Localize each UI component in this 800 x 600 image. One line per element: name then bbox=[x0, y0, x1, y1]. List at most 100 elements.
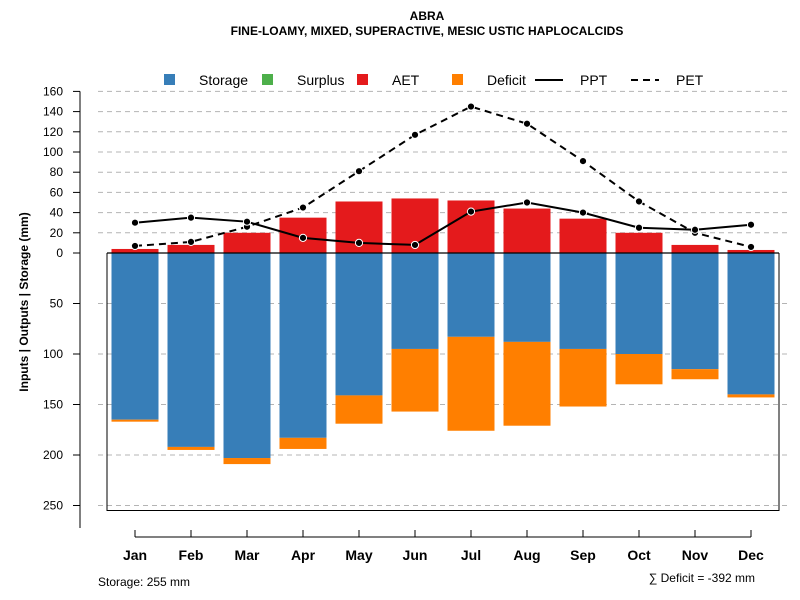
bar-deficit-nov bbox=[671, 369, 719, 380]
point-pet-jul bbox=[466, 102, 476, 111]
y-tick-label: 60 bbox=[50, 185, 64, 199]
y-tick-label: 40 bbox=[50, 206, 64, 220]
legend-label-surplus: Surplus bbox=[297, 72, 344, 88]
legend-item-storage: Storage bbox=[164, 72, 248, 88]
point-ppt-nov bbox=[690, 225, 700, 234]
y-tick-label: 80 bbox=[50, 165, 64, 179]
bar-storage-jul bbox=[447, 253, 495, 337]
legend-swatch-surplus bbox=[262, 74, 273, 85]
axes: 0 20 40 60 80 100 120 140 160 50 100 150 200 250 Jan Fe… bbox=[43, 84, 764, 563]
point-pet-jan bbox=[130, 241, 140, 251]
y-tick-label: 140 bbox=[43, 105, 63, 119]
legend-item-pet: PET bbox=[631, 72, 704, 88]
x-tick-label-jul: Jul bbox=[461, 547, 481, 563]
bar-aet-jan bbox=[111, 248, 159, 253]
point-pet-dec bbox=[746, 242, 756, 252]
bar-storage-mar bbox=[223, 253, 271, 459]
y-tick-label: 100 bbox=[43, 145, 63, 159]
legend-label-ppt: PPT bbox=[580, 72, 608, 88]
legend-label-deficit: Deficit bbox=[487, 72, 526, 88]
bar-deficit-sep bbox=[559, 348, 607, 407]
x-tick-label-apr: Apr bbox=[291, 547, 316, 563]
storage-capacity-outline bbox=[106, 253, 780, 512]
bar-storage-may bbox=[335, 253, 383, 396]
line-pet bbox=[134, 105, 752, 248]
y-tick-label: 20 bbox=[50, 226, 64, 240]
y-tick-label: 150 bbox=[43, 398, 63, 412]
bar-deficit-apr bbox=[279, 437, 327, 449]
bar-aet-feb bbox=[167, 244, 215, 253]
y-tick-label: 100 bbox=[43, 347, 63, 361]
line-ppt bbox=[134, 201, 752, 246]
legend-swatch-deficit bbox=[452, 74, 463, 85]
point-ppt-jul bbox=[466, 207, 476, 216]
storage-capacity-box bbox=[106, 253, 780, 512]
x-tick-label-aug: Aug bbox=[513, 547, 540, 563]
bar-storage-apr bbox=[279, 253, 327, 438]
bar-storage-oct bbox=[615, 253, 663, 354]
x-tick-label-oct: Oct bbox=[627, 547, 651, 563]
y-tick-label: 160 bbox=[43, 84, 63, 98]
point-pet-aug bbox=[522, 119, 532, 128]
point-ppt-sep bbox=[578, 208, 588, 217]
x-tick-label-feb: Feb bbox=[179, 547, 204, 563]
y-axis-title: Inputs | Outputs | Storage (mm) bbox=[17, 212, 31, 391]
total-deficit-label: ∑ Deficit = -392 mm bbox=[649, 571, 755, 585]
y-tick-label: 50 bbox=[50, 297, 64, 311]
point-ppt-apr bbox=[298, 233, 308, 242]
legend-item-aet: AET bbox=[357, 72, 420, 88]
x-tick-label-dec: Dec bbox=[738, 547, 764, 563]
bar-storage-dec bbox=[727, 253, 775, 395]
x-tick-label-jan: Jan bbox=[123, 547, 147, 563]
bar-deficit-mar bbox=[223, 458, 271, 465]
bar-storage-jun bbox=[391, 253, 439, 349]
x-tick-label-sep: Sep bbox=[570, 547, 596, 563]
bar-aet-mar bbox=[223, 232, 271, 253]
legend-label-aet: AET bbox=[392, 72, 420, 88]
point-pet-feb bbox=[186, 237, 196, 246]
legend-item-ppt: PPT bbox=[535, 72, 608, 88]
point-pet-jun bbox=[410, 130, 420, 139]
series-lines bbox=[130, 102, 756, 252]
x-tick-label-nov: Nov bbox=[682, 547, 709, 563]
point-ppt-mar bbox=[242, 217, 252, 226]
bar-deficit-jan bbox=[111, 419, 159, 422]
x-tick-label-mar: Mar bbox=[235, 547, 260, 563]
chart-subtitle: FINE-LOAMY, MIXED, SUPERACTIVE, MESIC US… bbox=[231, 24, 624, 38]
legend-label-pet: PET bbox=[676, 72, 704, 88]
point-pet-apr bbox=[298, 203, 308, 212]
legend: Storage Surplus AET Deficit PPT PET bbox=[164, 72, 704, 88]
point-pet-sep bbox=[578, 156, 588, 166]
point-ppt-aug bbox=[522, 198, 532, 207]
legend-swatch-aet bbox=[357, 74, 368, 85]
point-ppt-jan bbox=[130, 218, 140, 227]
bar-deficit-dec bbox=[727, 394, 775, 398]
y-tick-label: 200 bbox=[43, 448, 63, 462]
bar-storage-sep bbox=[559, 253, 607, 349]
bar-storage-feb bbox=[167, 253, 215, 447]
point-pet-may bbox=[354, 167, 364, 176]
point-pet-oct bbox=[634, 197, 644, 206]
bar-storage-aug bbox=[503, 253, 551, 342]
y-tick-label: 0 bbox=[56, 246, 63, 260]
y-tick-label: 120 bbox=[43, 125, 63, 139]
legend-item-deficit: Deficit bbox=[452, 72, 526, 88]
bars bbox=[111, 198, 775, 465]
bar-aet-aug bbox=[503, 208, 551, 253]
bar-aet-nov bbox=[671, 244, 719, 253]
point-ppt-jun bbox=[410, 240, 420, 250]
bar-deficit-oct bbox=[615, 354, 663, 385]
y-tick-label: 250 bbox=[43, 499, 63, 513]
point-ppt-dec bbox=[746, 220, 756, 229]
bar-aet-sep bbox=[559, 218, 607, 253]
bar-storage-nov bbox=[671, 253, 719, 370]
point-ppt-feb bbox=[186, 213, 196, 222]
legend-item-surplus: Surplus bbox=[262, 72, 344, 88]
bar-deficit-aug bbox=[503, 341, 551, 426]
point-ppt-oct bbox=[634, 223, 644, 232]
chart-title: ABRA bbox=[410, 9, 445, 23]
x-tick-label-jun: Jun bbox=[403, 547, 428, 563]
bar-deficit-jul bbox=[447, 336, 495, 431]
bar-deficit-may bbox=[335, 395, 383, 424]
